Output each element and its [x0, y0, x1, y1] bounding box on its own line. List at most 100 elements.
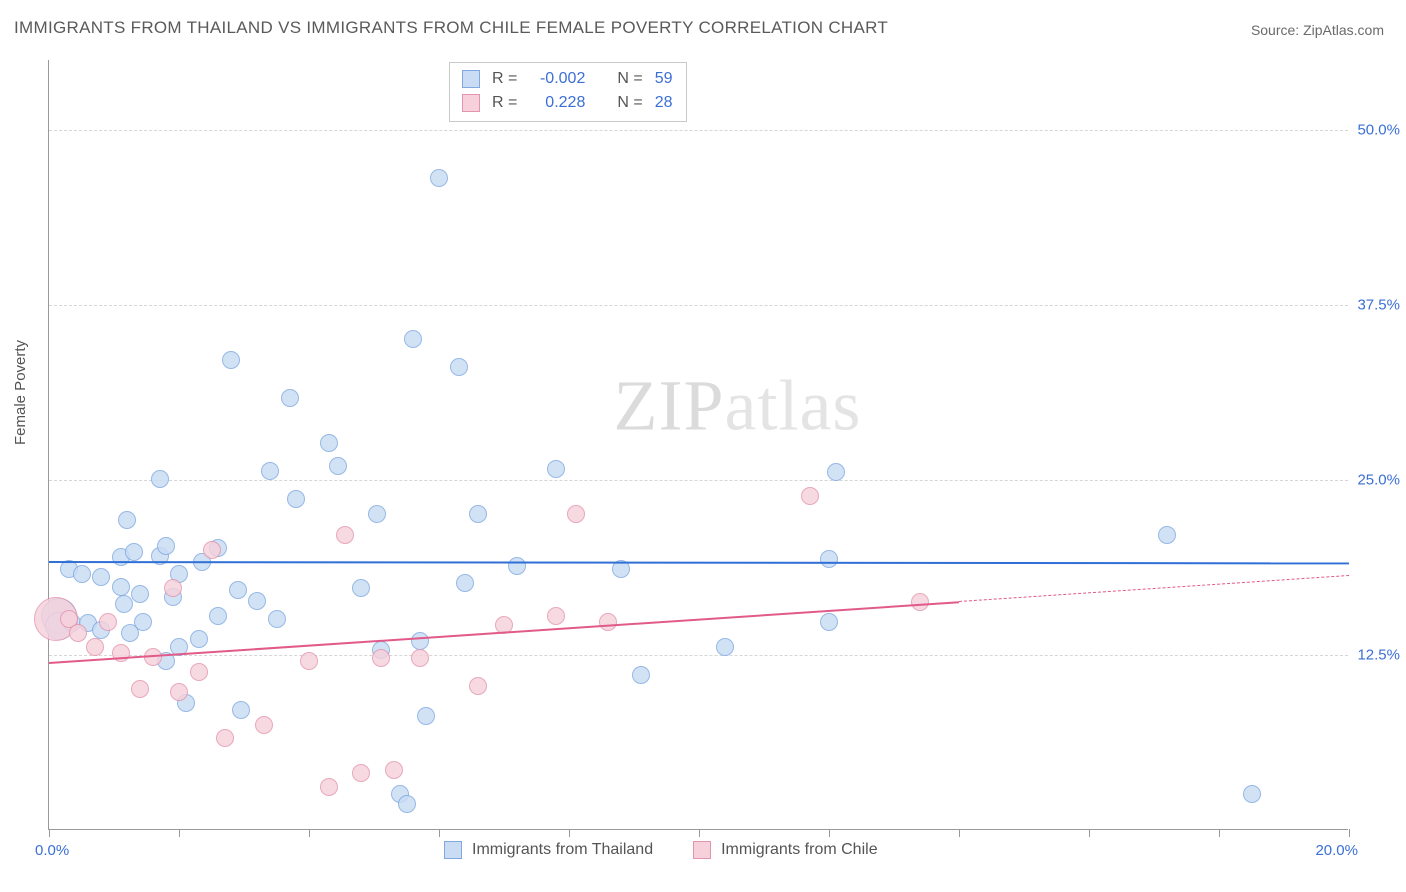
r-label: R = — [492, 91, 517, 115]
chart-title: IMMIGRANTS FROM THAILAND VS IMMIGRANTS F… — [14, 18, 888, 38]
data-point — [411, 632, 429, 650]
data-point — [801, 487, 819, 505]
gridline — [49, 655, 1348, 656]
data-point — [450, 358, 468, 376]
y-tick-label: 37.5% — [1357, 297, 1400, 314]
watermark: ZIPatlas — [613, 365, 861, 448]
data-point — [372, 649, 390, 667]
data-point — [151, 470, 169, 488]
data-point — [547, 607, 565, 625]
data-point — [248, 592, 266, 610]
legend-swatch — [444, 841, 462, 859]
data-point — [232, 701, 250, 719]
data-point — [216, 729, 234, 747]
data-point — [456, 574, 474, 592]
data-point — [268, 610, 286, 628]
correlation-legend: R =-0.002N = 59R =0.228N = 28 — [449, 62, 687, 122]
data-point — [73, 565, 91, 583]
trend-line — [49, 561, 1349, 564]
n-value: 28 — [655, 91, 673, 115]
data-point — [430, 169, 448, 187]
x-tick — [49, 829, 50, 837]
y-tick-label: 12.5% — [1357, 647, 1400, 664]
y-tick-label: 25.0% — [1357, 472, 1400, 489]
data-point — [417, 707, 435, 725]
data-point — [632, 666, 650, 684]
legend-swatch — [693, 841, 711, 859]
plot-area: ZIPatlas R =-0.002N = 59R =0.228N = 28 0… — [48, 60, 1348, 830]
data-point — [261, 462, 279, 480]
x-tick — [829, 829, 830, 837]
y-axis-label: Female Poverty — [12, 340, 29, 445]
r-value: -0.002 — [529, 67, 585, 91]
data-point — [1158, 526, 1176, 544]
data-point — [69, 624, 87, 642]
data-point — [404, 330, 422, 348]
data-point — [115, 595, 133, 613]
gridline — [49, 480, 1348, 481]
series-legend: Immigrants from Thailand Immigrants from … — [444, 841, 878, 859]
data-point — [352, 764, 370, 782]
data-point — [125, 543, 143, 561]
x-tick — [569, 829, 570, 837]
r-value: 0.228 — [529, 91, 585, 115]
gridline — [49, 305, 1348, 306]
x-axis-max-label: 20.0% — [1315, 842, 1358, 859]
data-point — [336, 526, 354, 544]
watermark-zip: ZIP — [613, 366, 724, 446]
data-point — [190, 630, 208, 648]
data-point — [567, 505, 585, 523]
data-point — [508, 557, 526, 575]
series-name: Immigrants from Chile — [721, 841, 877, 859]
data-point — [398, 795, 416, 813]
x-tick — [1219, 829, 1220, 837]
data-point — [599, 613, 617, 631]
watermark-atlas: atlas — [724, 366, 861, 446]
x-tick — [1349, 829, 1350, 837]
data-point — [209, 607, 227, 625]
n-label: N = — [617, 67, 642, 91]
x-tick — [699, 829, 700, 837]
n-value: 59 — [655, 67, 673, 91]
x-tick — [439, 829, 440, 837]
data-point — [229, 581, 247, 599]
data-point — [92, 568, 110, 586]
data-point — [469, 677, 487, 695]
data-point — [820, 613, 838, 631]
data-point — [547, 460, 565, 478]
data-point — [255, 716, 273, 734]
data-point — [320, 434, 338, 452]
x-tick — [179, 829, 180, 837]
data-point — [469, 505, 487, 523]
data-point — [320, 778, 338, 796]
data-point — [827, 463, 845, 481]
x-tick — [309, 829, 310, 837]
data-point — [352, 579, 370, 597]
legend-row: R =-0.002N = 59 — [462, 67, 672, 91]
legend-swatch — [462, 70, 480, 88]
data-point — [911, 593, 929, 611]
data-point — [820, 550, 838, 568]
data-point — [86, 638, 104, 656]
source-attribution: Source: ZipAtlas.com — [1251, 22, 1384, 38]
source-label: Source: — [1251, 22, 1299, 38]
legend-item: Immigrants from Thailand — [444, 841, 653, 859]
x-axis-min-label: 0.0% — [35, 842, 69, 859]
data-point — [411, 649, 429, 667]
data-point — [131, 585, 149, 603]
data-point — [157, 537, 175, 555]
data-point — [170, 683, 188, 701]
data-point — [281, 389, 299, 407]
data-point — [716, 638, 734, 656]
source-link[interactable]: ZipAtlas.com — [1303, 22, 1384, 38]
data-point — [164, 579, 182, 597]
data-point — [118, 511, 136, 529]
data-point — [287, 490, 305, 508]
gridline — [49, 130, 1348, 131]
y-tick-label: 50.0% — [1357, 122, 1400, 139]
data-point — [222, 351, 240, 369]
data-point — [190, 663, 208, 681]
data-point — [368, 505, 386, 523]
data-point — [99, 613, 117, 631]
data-point — [300, 652, 318, 670]
